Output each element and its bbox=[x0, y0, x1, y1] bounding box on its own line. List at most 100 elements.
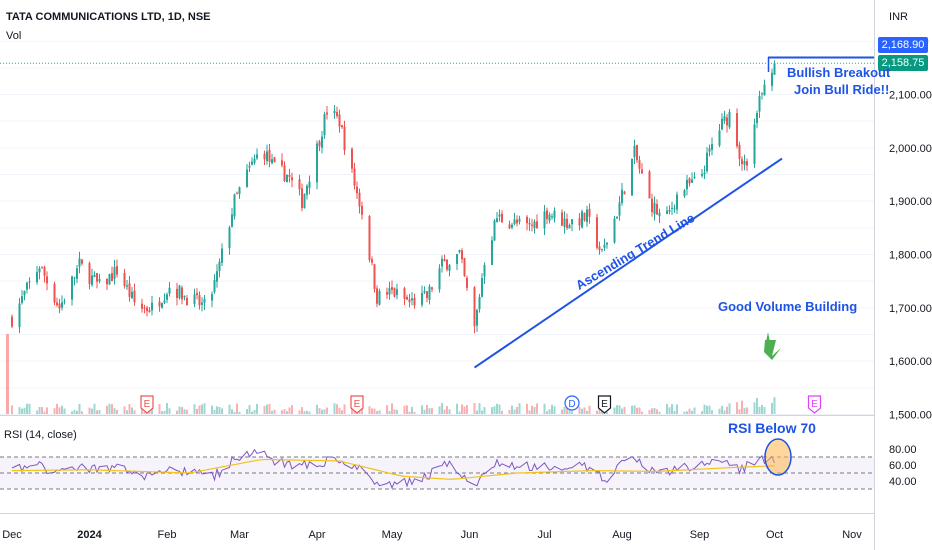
volume-bar bbox=[26, 403, 28, 414]
volume-bar bbox=[378, 410, 381, 414]
volume-annotation: Good Volume Building bbox=[718, 299, 858, 314]
candle-body bbox=[81, 259, 83, 264]
volume-bar bbox=[656, 409, 658, 414]
event-marker-d: D bbox=[564, 395, 580, 411]
volume-bar bbox=[446, 406, 448, 414]
candle-body bbox=[501, 213, 503, 223]
candle-body bbox=[596, 217, 598, 248]
volume-bar bbox=[38, 406, 41, 414]
candle-body bbox=[356, 186, 358, 194]
candle-body bbox=[568, 224, 571, 229]
candle-body bbox=[196, 293, 198, 296]
volume-bar bbox=[53, 408, 56, 414]
candle-body bbox=[341, 125, 343, 128]
candle-body bbox=[543, 211, 546, 229]
volume-bar bbox=[633, 405, 636, 414]
rsi-ma-line bbox=[11, 458, 775, 480]
volume-bar bbox=[673, 410, 676, 414]
candle-body bbox=[253, 158, 256, 163]
volume-bar bbox=[11, 405, 13, 414]
candle-body bbox=[146, 307, 148, 312]
candle-body bbox=[603, 244, 606, 248]
volume-bar bbox=[491, 407, 493, 414]
candle-body bbox=[631, 158, 633, 196]
candle-body bbox=[123, 272, 126, 287]
candle-body bbox=[148, 310, 151, 313]
candle-body bbox=[371, 259, 373, 263]
volume-bar bbox=[246, 409, 248, 414]
volume-bar bbox=[316, 404, 318, 414]
candle-body bbox=[586, 209, 588, 223]
volume-bar bbox=[273, 409, 276, 414]
time-tick-label: Jun bbox=[461, 529, 479, 541]
volume-bar bbox=[203, 403, 206, 414]
volume-bar bbox=[396, 409, 398, 414]
volume-bar bbox=[321, 409, 323, 414]
volume-bar bbox=[268, 403, 271, 414]
candle-body bbox=[561, 212, 563, 226]
candle-body bbox=[256, 154, 258, 159]
candle-body bbox=[403, 288, 406, 299]
time-tick-label: Nov bbox=[842, 529, 862, 541]
candle-body bbox=[473, 287, 476, 327]
candle-body bbox=[178, 285, 181, 299]
candle-body bbox=[526, 216, 528, 224]
candle-body bbox=[368, 216, 371, 260]
ascending-trend-line bbox=[473, 157, 783, 369]
price-tick-label: 2,000.00 bbox=[889, 143, 932, 155]
volume-bar bbox=[658, 411, 661, 414]
volume-bar bbox=[551, 404, 553, 414]
volume-bar bbox=[301, 407, 303, 414]
volume-bar bbox=[631, 405, 633, 414]
candle-body bbox=[166, 294, 168, 300]
rsi-tick-label: 60.00 bbox=[889, 460, 917, 472]
candle-body bbox=[706, 152, 708, 172]
candle-body bbox=[446, 259, 448, 270]
volume-label: Vol bbox=[6, 30, 22, 42]
candle-body bbox=[758, 96, 761, 112]
volume-bar bbox=[686, 411, 688, 414]
candle-body bbox=[53, 283, 56, 303]
candle-body bbox=[421, 292, 423, 305]
volume-bar bbox=[536, 403, 538, 414]
candle-body bbox=[426, 291, 428, 299]
candle-body bbox=[151, 302, 153, 311]
volume-bar bbox=[176, 410, 178, 414]
volume-bar bbox=[618, 405, 621, 414]
candle-body bbox=[133, 290, 136, 303]
candle-body bbox=[701, 173, 703, 176]
candle-body bbox=[218, 261, 221, 271]
volume-bar bbox=[88, 407, 91, 414]
candle-body bbox=[88, 263, 91, 284]
volume-bar bbox=[106, 405, 108, 414]
volume-bar bbox=[513, 409, 516, 414]
volume-bar bbox=[693, 407, 696, 414]
volume-bar bbox=[741, 400, 743, 414]
volume-bar bbox=[771, 402, 773, 414]
candle-body bbox=[126, 285, 128, 287]
volume-bar bbox=[196, 408, 198, 414]
volume-bar bbox=[463, 406, 466, 414]
volume-bar bbox=[98, 409, 101, 414]
candle-body bbox=[773, 63, 776, 75]
volume-bar bbox=[563, 406, 566, 414]
volume-bar bbox=[393, 409, 396, 414]
volume-bar bbox=[183, 409, 186, 414]
volume-bar bbox=[46, 407, 48, 414]
candle-body bbox=[466, 277, 468, 288]
candle-body bbox=[351, 148, 353, 169]
volume-bar bbox=[388, 410, 391, 414]
price-tick-label: 1,700.00 bbox=[889, 303, 932, 315]
candle-body bbox=[38, 268, 41, 273]
candle-body bbox=[668, 209, 671, 212]
volume-bar bbox=[368, 406, 371, 414]
candle-body bbox=[688, 178, 691, 184]
volume-bar bbox=[481, 410, 483, 414]
volume-bar bbox=[141, 406, 143, 414]
candle-body bbox=[438, 268, 441, 290]
candle-body bbox=[721, 118, 723, 130]
candle-body bbox=[388, 288, 391, 295]
candle-body bbox=[666, 210, 668, 214]
chart-title: TATA COMMUNICATIONS LTD, 1D, NSE bbox=[6, 11, 211, 23]
